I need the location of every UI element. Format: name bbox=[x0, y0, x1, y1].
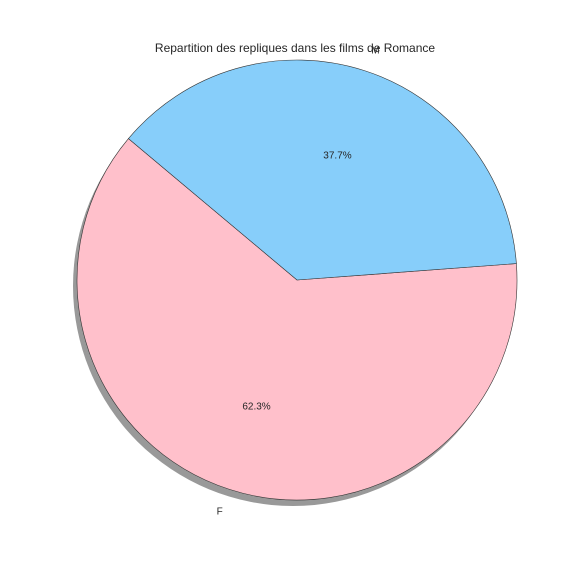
pie-slices bbox=[76, 59, 518, 501]
chart-title: Repartition des repliques dans les films… bbox=[155, 41, 435, 55]
slice-label-m: M bbox=[371, 46, 379, 57]
pie-slice-f bbox=[76, 138, 518, 501]
pct-label-m: 37.7% bbox=[323, 150, 351, 161]
slice-label-f: F bbox=[217, 506, 223, 517]
pie-labels: F 62.3% M 37.7% bbox=[217, 46, 380, 518]
pct-label-f: 62.3% bbox=[242, 402, 270, 413]
pie-slice-m bbox=[128, 59, 517, 281]
